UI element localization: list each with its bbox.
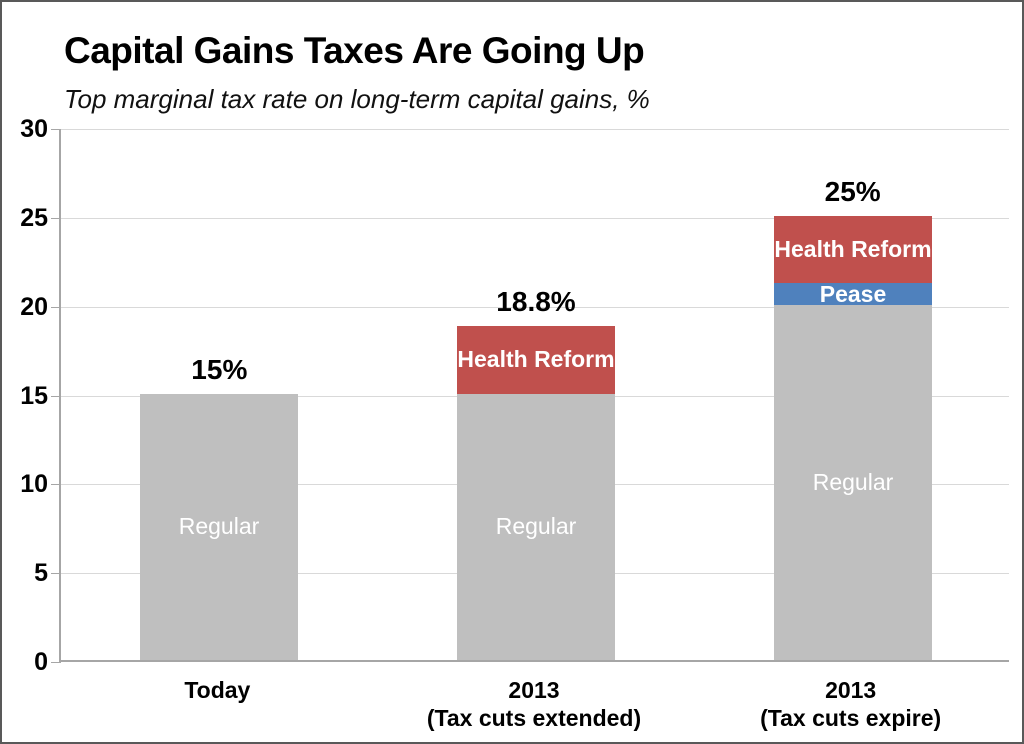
bar-segment-pease: Pease xyxy=(774,281,932,307)
gridline-20 xyxy=(61,306,1009,308)
bar-segment-regular: Regular xyxy=(774,304,932,660)
y-tick-10 xyxy=(51,484,61,486)
y-tick-label-0: 0 xyxy=(34,648,48,676)
y-tick-20 xyxy=(51,306,61,308)
bar-segment-health-reform: Health Reform xyxy=(774,215,932,284)
y-tick-0 xyxy=(51,662,61,663)
bar-total-label: 15% xyxy=(191,353,248,385)
x-category-label-line: (Tax cuts expire) xyxy=(760,705,942,731)
x-category-label-line: 2013 xyxy=(825,677,877,703)
y-tick-25 xyxy=(51,217,61,219)
x-category-label-line: (Tax cuts extended) xyxy=(426,705,642,731)
segment-label-health-reform: Health Reform xyxy=(774,236,932,263)
segment-label-pease: Pease xyxy=(819,280,887,307)
chart-title: Capital Gains Taxes Are Going Up xyxy=(64,30,645,71)
gridline-25 xyxy=(61,217,1009,219)
x-category-label-line: 2013 xyxy=(508,677,560,703)
plot-area: Regular 15% Regular Health Reform 18.8% Regul… xyxy=(51,129,1009,663)
x-category-label-line: Today xyxy=(184,677,251,703)
x-category-label: Today xyxy=(57,676,377,704)
bar-total-label: 25% xyxy=(824,175,881,207)
y-tick-15 xyxy=(51,395,61,397)
y-tick-label-30: 30 xyxy=(20,115,48,143)
bar-segment-regular: Regular xyxy=(457,393,615,660)
segment-label-regular: Regular xyxy=(812,468,894,495)
x-category-label: 2013 (Tax cuts expire) xyxy=(691,676,1011,732)
segment-label-health-reform: Health Reform xyxy=(457,346,615,373)
y-tick-label-5: 5 xyxy=(34,559,48,588)
y-tick-5 xyxy=(51,573,61,575)
bar-segment-regular: Regular xyxy=(140,393,298,660)
bar-total-label: 18.8% xyxy=(496,286,576,317)
segment-label-regular: Regular xyxy=(495,513,577,540)
chart-subtitle: Top marginal tax rate on long-term capit… xyxy=(64,84,650,114)
segment-label-regular: Regular xyxy=(178,513,260,540)
y-tick-label-20: 20 xyxy=(20,292,48,321)
y-tick-label-10: 10 xyxy=(20,470,48,499)
y-tick-label-25: 25 xyxy=(20,203,48,232)
bar-segment-health-reform: Health Reform xyxy=(457,326,615,394)
y-tick-30 xyxy=(51,129,61,130)
x-category-label: 2013 (Tax cuts extended) xyxy=(374,676,694,732)
gridline-30 xyxy=(61,129,1009,130)
y-tick-label-15: 15 xyxy=(20,381,48,410)
